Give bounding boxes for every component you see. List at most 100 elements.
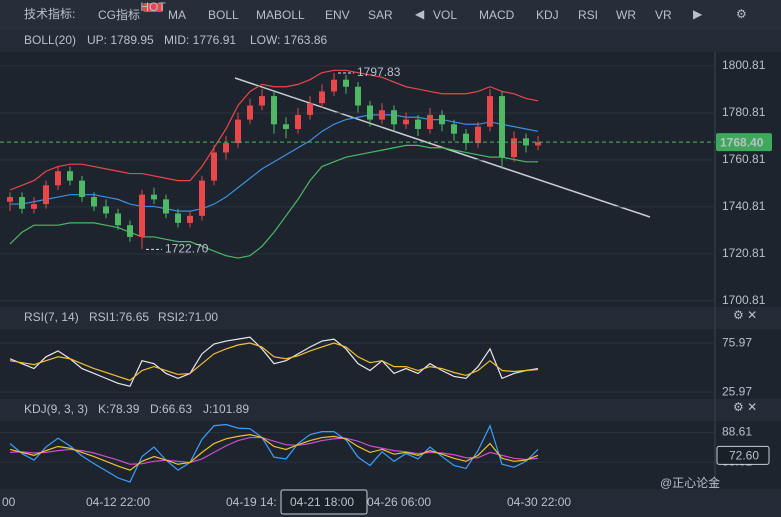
- watermark: @正心论金: [660, 475, 720, 490]
- toolbar: [0, 0, 781, 30]
- candle-body: [103, 206, 109, 214]
- candle-body: [379, 110, 385, 120]
- candle-body: [439, 114, 445, 125]
- candle-body: [499, 96, 505, 158]
- panel-header: D:66.63: [150, 402, 192, 416]
- toolbar-tab[interactable]: WR: [616, 8, 636, 22]
- candle-body: [271, 96, 277, 125]
- scroll-right[interactable]: ▶: [693, 7, 703, 21]
- y-tick-label: 1800.81: [722, 58, 766, 72]
- candle-body: [403, 119, 409, 125]
- candle-body: [535, 142, 541, 146]
- panel-header: K:78.39: [98, 402, 140, 416]
- y-tick-label: 25.97: [722, 384, 752, 398]
- panel-header: BOLL(20): [24, 33, 76, 47]
- candle-body: [127, 225, 133, 237]
- indicator-line: [10, 114, 539, 212]
- candle-body: [7, 197, 13, 202]
- time-axis: [0, 489, 781, 517]
- x-tick-label: 04-19 14:: [226, 495, 277, 509]
- panel-header: J:101.89: [203, 402, 249, 416]
- candle-body: [343, 79, 349, 87]
- main-header: [0, 30, 781, 52]
- candle-body: [19, 197, 25, 209]
- x-tick-label: 04-30 22:00: [507, 495, 571, 509]
- settings-icon[interactable]: ⚙: [736, 7, 747, 21]
- candle-body: [223, 143, 229, 153]
- toolbar-tab[interactable]: ENV: [325, 8, 350, 22]
- x-tick-label: 04-21 18:00: [290, 495, 354, 509]
- indicator-line: [9, 434, 539, 471]
- candle-body: [31, 204, 37, 209]
- settings-icon[interactable]: ⚙ ✕: [733, 308, 757, 322]
- panel-header: KDJ(9, 3, 3): [24, 402, 88, 416]
- x-tick-label: 04-26 06:00: [367, 495, 431, 509]
- candle-body: [67, 171, 73, 181]
- candle-body: [151, 194, 157, 200]
- indicator-line: [9, 423, 539, 483]
- indicator-line: [9, 436, 539, 465]
- y-tick-label: 88.61: [722, 425, 752, 439]
- toolbar-tab[interactable]: BOLL: [208, 8, 239, 22]
- toolbar-label: 技术指标:: [24, 6, 75, 21]
- last-price-label: 1768.40: [720, 135, 764, 149]
- hot-badge-text: HOT: [140, 0, 166, 14]
- candle-body: [247, 105, 253, 120]
- candle-body: [427, 114, 433, 129]
- candle-body: [415, 119, 421, 129]
- panel-header: LOW: 1763.86: [250, 33, 327, 47]
- panel-header: RSI1:76.65: [89, 310, 149, 324]
- x-tick-label: 04-12 22:00: [86, 495, 150, 509]
- rsi-header: [0, 307, 781, 329]
- toolbar-tab[interactable]: MABOLL: [256, 8, 305, 22]
- hot-badge: [143, 3, 163, 12]
- candle-body: [79, 180, 85, 198]
- candle-body: [259, 96, 265, 106]
- panel-header: RSI2:71.00: [158, 310, 218, 324]
- x-tick-label: 00: [2, 495, 16, 509]
- candle-body: [211, 152, 217, 181]
- candle-body: [451, 124, 457, 134]
- candle-body: [55, 171, 61, 186]
- candle-body: [475, 126, 481, 144]
- candle-body: [487, 96, 493, 127]
- y-tick-label: 75.97: [722, 335, 752, 349]
- last-value-label: 72.60: [729, 449, 759, 463]
- indicator-line: [9, 336, 539, 387]
- candle-body: [463, 133, 469, 144]
- indicator-line: [9, 342, 539, 382]
- toolbar-tab[interactable]: MACD: [479, 8, 515, 22]
- toolbar-tab[interactable]: MA: [168, 8, 186, 22]
- min-label: 1722.70: [165, 242, 209, 256]
- candle-body: [319, 91, 325, 104]
- toolbar-tab[interactable]: RSI: [578, 8, 598, 22]
- candle-body: [199, 180, 205, 216]
- y-tick-label: 1700.81: [722, 293, 766, 307]
- y-tick-label: 1780.81: [722, 105, 766, 119]
- kdj-header: [0, 399, 781, 421]
- toolbar-tab[interactable]: CG指标: [98, 7, 140, 22]
- candle-body: [331, 79, 337, 92]
- candle-body: [283, 124, 289, 129]
- candle-body: [91, 197, 97, 207]
- panel-header: UP: 1789.95: [87, 33, 154, 47]
- candle-body: [511, 138, 517, 158]
- scroll-left[interactable]: ◀: [415, 7, 425, 21]
- panel-header: RSI(7, 14): [24, 310, 79, 324]
- toolbar-tab[interactable]: VOL: [433, 8, 457, 22]
- indicator-line: [9, 69, 539, 191]
- crosshair-time-box: [280, 489, 368, 515]
- y-tick-label: 1720.81: [722, 246, 766, 260]
- y-tick-label: 1740.81: [722, 199, 766, 213]
- candle-body: [115, 213, 121, 226]
- candle-body: [43, 185, 49, 205]
- toolbar-tab[interactable]: KDJ: [536, 8, 559, 22]
- panel-header: MID: 1776.91: [164, 33, 236, 47]
- toolbar-tab[interactable]: VR: [655, 8, 672, 22]
- toolbar-tab[interactable]: SAR: [368, 8, 393, 22]
- max-label: 1797.83: [357, 65, 401, 79]
- candle-body: [391, 110, 397, 125]
- indicator-line: [9, 144, 538, 259]
- settings-icon[interactable]: ⚙ ✕: [733, 400, 757, 414]
